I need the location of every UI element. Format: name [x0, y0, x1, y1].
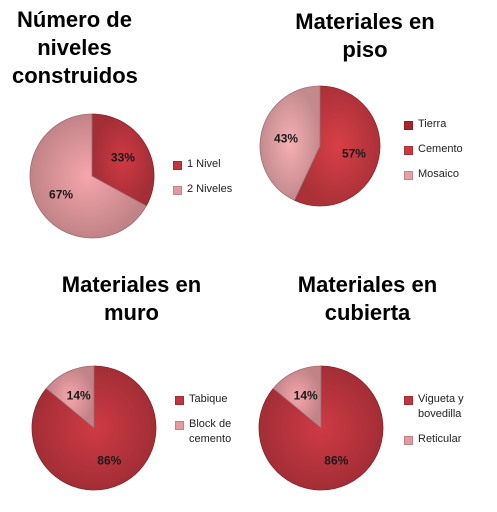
legend-swatch [173, 161, 182, 170]
legend-item: Reticular [404, 432, 464, 447]
chart-4-pie: 86% 14% [258, 365, 384, 491]
pie-slice-block-de-cemento [45, 365, 95, 429]
legend-item: 1 Nivel [173, 157, 232, 172]
legend-swatch [404, 171, 413, 180]
legend-label: Mosaico [418, 168, 459, 180]
legend-label: Cemento [418, 143, 463, 155]
data-label: 86% [324, 454, 348, 468]
legend-label: Tabique [189, 393, 228, 405]
chart-1-pie: 33% 67% [29, 113, 155, 239]
data-label: 67% [49, 187, 73, 201]
chart-4-title-line-2: cubierta [324, 300, 411, 325]
legend-label: 2 Niveles [187, 183, 233, 195]
legend-swatch [175, 421, 184, 430]
legend-swatch [175, 396, 184, 405]
data-label: 57% [342, 147, 366, 161]
pie-slice-2-niveles [29, 113, 147, 239]
legend-item: Cemento [404, 142, 463, 157]
legend-swatch [404, 396, 413, 405]
legend-label: Vigueta y bovedilla [418, 393, 464, 420]
pie-slice-reticular [272, 365, 322, 429]
legend-item: Vigueta y bovedilla [404, 392, 464, 422]
legend-swatch [173, 186, 182, 195]
chart-4-legend: Vigueta y bovedilla Reticular [404, 392, 464, 457]
legend-label: Tierra [418, 118, 447, 130]
data-label: 14% [294, 388, 318, 402]
legend-item: Tierra [404, 117, 463, 132]
chart-1-title: Número de niveles construidos [12, 6, 138, 90]
legend-label: Reticular [418, 433, 462, 445]
pie-slice-mosaico [259, 85, 321, 201]
chart-4-title-line-1: Materiales en [297, 272, 438, 297]
data-label: 43% [274, 131, 298, 145]
legend-label: 1 Nivel [187, 158, 221, 170]
chart-3-pie: 86% 14% [31, 365, 157, 491]
data-label: 14% [67, 388, 91, 402]
data-label: 86% [97, 454, 121, 468]
legend-swatch [404, 121, 413, 130]
legend-swatch [404, 146, 413, 155]
chart-3-legend: Tabique Block de cemento [175, 392, 231, 457]
chart-1-title-line-2: niveles [37, 35, 112, 60]
chart-2-legend: Tierra Cemento Mosaico [404, 117, 463, 192]
chart-1-legend: 1 Nivel 2 Niveles [173, 157, 232, 207]
chart-2-title: Materiales en piso [270, 8, 460, 64]
chart-3-title-line-1: Materiales en [61, 272, 202, 297]
legend-item: Tabique [175, 392, 231, 407]
chart-2-title-line-1: Materiales en piso [295, 9, 435, 62]
legend-swatch [404, 436, 413, 445]
chart-1-title-line-3: construidos [12, 63, 138, 88]
pie-slice-cemento [293, 85, 381, 207]
legend-label: Block de cemento [189, 418, 232, 445]
legend-item: 2 Niveles [173, 182, 232, 197]
chart-2-pie: 57% 43% [259, 85, 381, 207]
legend-item: Mosaico [404, 167, 463, 182]
legend-item: Block de cemento [175, 417, 231, 447]
pie-slice-1-nivel [91, 113, 155, 207]
chart-4-title: Materiales en cubierta [280, 271, 455, 327]
chart-1-title-line-1: Número de [17, 7, 132, 32]
chart-3-title-line-2: muro [104, 300, 159, 325]
chart-3-title: Materiales en muro [44, 271, 219, 327]
data-label: 33% [111, 151, 135, 165]
